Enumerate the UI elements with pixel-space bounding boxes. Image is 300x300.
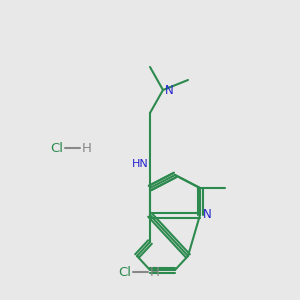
Text: H: H <box>82 142 92 154</box>
Text: Cl: Cl <box>50 142 63 154</box>
Text: H: H <box>150 266 160 278</box>
Text: HN: HN <box>132 159 149 169</box>
Text: Cl: Cl <box>118 266 131 278</box>
Text: N: N <box>165 83 174 97</box>
Text: N: N <box>203 208 212 221</box>
